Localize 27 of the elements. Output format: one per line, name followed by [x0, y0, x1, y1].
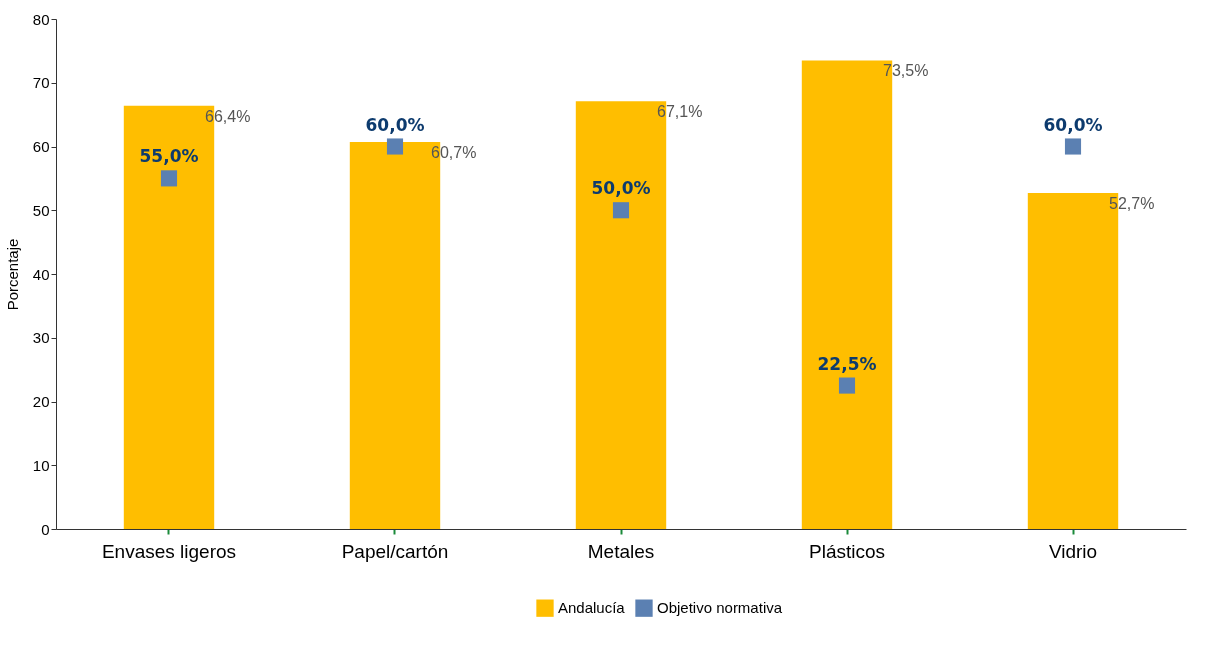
legend-label: Andalucía	[558, 599, 626, 617]
data-label: 22,5%	[817, 353, 877, 374]
x-tick-label: Papel/cartón	[341, 540, 449, 562]
y-tick-label: 20	[32, 393, 50, 410]
data-label: 60,0%	[365, 114, 425, 135]
y-tick-label: 30	[32, 329, 50, 347]
data-label: 50,0%	[591, 178, 651, 199]
point	[838, 377, 856, 394]
y-tick-label: 70	[32, 74, 50, 92]
y-tick-label: 80	[32, 10, 50, 28]
y-tick-label: 50	[32, 201, 50, 219]
y-tick-label: 40	[32, 265, 50, 283]
y-tick-label: 0	[41, 520, 50, 538]
y-tick-label: 60	[32, 138, 50, 155]
x-tick-label: Plásticos	[808, 540, 886, 562]
y-tick-label: 10	[32, 456, 50, 474]
x-tick-label: Metales	[587, 540, 655, 562]
y-axis-title: Porcentaje	[3, 238, 21, 311]
x-tick-label: Vidrio	[1048, 540, 1098, 562]
data-label: 60,0%	[1043, 114, 1103, 135]
data-label: 55,0%	[139, 146, 199, 167]
point	[612, 202, 630, 219]
point	[386, 138, 404, 155]
x-tick-label: Envases ligeros	[101, 540, 237, 562]
point	[1064, 138, 1082, 155]
legend-label: Objetivo normativa	[657, 599, 783, 617]
point	[160, 170, 178, 187]
